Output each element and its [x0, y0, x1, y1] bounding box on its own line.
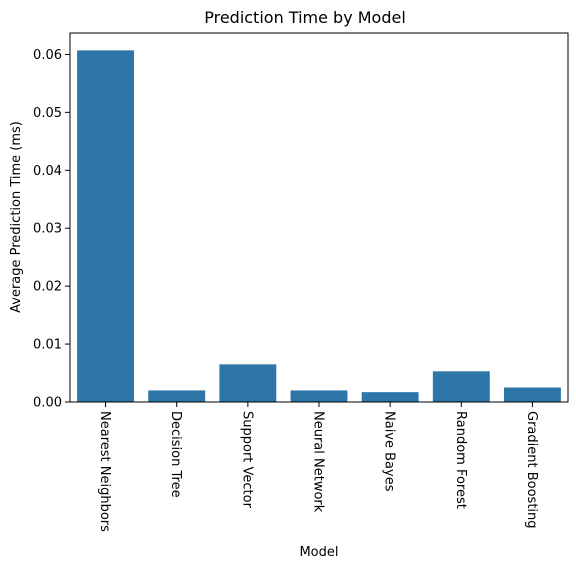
- bar-4: [361, 392, 419, 402]
- x-axis-ticks: Nearest Neighbors Decision Tree Support Ve…: [97, 402, 539, 532]
- bar-2: [219, 364, 277, 402]
- y-tick-label-0: 0.00: [33, 396, 62, 411]
- y-axis-ticks: 0.00 0.01 0.02 0.03 0.04 0.05 0.06: [33, 48, 70, 411]
- bar-6: [503, 387, 561, 402]
- x-tick-label-5: Random Forest: [453, 411, 468, 509]
- bar-5: [432, 371, 490, 402]
- x-tick-label-3: Neural Network: [311, 411, 326, 513]
- x-tick-label-6: Gradient Boosting: [524, 411, 539, 529]
- x-tick-label-2: Support Vector: [239, 411, 254, 509]
- bars-group: [77, 50, 561, 402]
- x-tick-label-4: Naive Bayes: [382, 411, 397, 492]
- y-tick-label-1: 0.01: [33, 338, 62, 353]
- bar-3: [290, 390, 348, 402]
- x-tick-label-1: Decision Tree: [168, 411, 183, 498]
- y-tick-label-4: 0.04: [33, 164, 62, 179]
- chart-title: Prediction Time by Model: [204, 8, 406, 27]
- x-tick-label-0: Nearest Neighbors: [97, 411, 112, 532]
- y-tick-label-2: 0.02: [33, 280, 62, 295]
- bar-0: [77, 50, 135, 402]
- y-tick-label-5: 0.05: [33, 106, 62, 121]
- bar-1: [148, 390, 206, 402]
- y-tick-label-6: 0.06: [33, 48, 62, 63]
- y-axis-label: Average Prediction Time (ms): [9, 121, 24, 313]
- x-axis-label: Model: [299, 545, 338, 560]
- plot-frame: [69, 32, 569, 403]
- y-tick-label-3: 0.03: [33, 222, 62, 237]
